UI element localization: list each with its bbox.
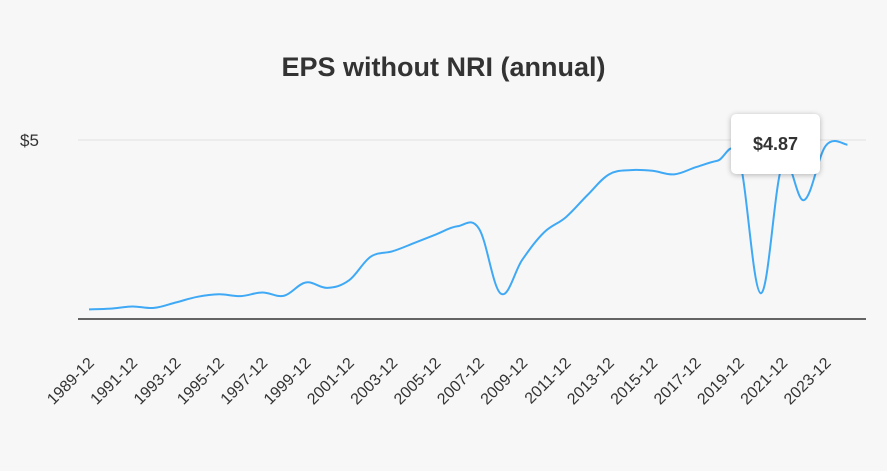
data-point-2006-12[interactable] (455, 224, 460, 229)
x-tick-label: 2003-12 (348, 355, 402, 409)
x-tick-label: 1991-12 (88, 355, 142, 409)
data-point-2011-12[interactable] (563, 215, 568, 220)
data-point-1993-12[interactable] (173, 300, 178, 305)
data-point-1998-12[interactable] (282, 293, 287, 298)
x-tick-label: 1997-12 (218, 355, 272, 409)
data-point-1992-12[interactable] (152, 305, 157, 310)
data-point-2009-12[interactable] (520, 257, 525, 262)
x-tick-label: 2023-12 (781, 355, 835, 409)
data-point-2024-12[interactable] (845, 142, 850, 147)
x-tick-label: 2017-12 (651, 355, 705, 409)
data-point-2020-12[interactable] (758, 291, 763, 296)
data-point-2017-12[interactable] (693, 165, 698, 170)
data-point-1989-12[interactable] (87, 307, 92, 312)
data-point-1994-12[interactable] (195, 294, 200, 299)
data-point-2003-12[interactable] (390, 249, 395, 254)
data-point-2012-12[interactable] (585, 193, 590, 198)
data-point-2023-12[interactable] (823, 143, 828, 148)
x-tick-label: 2007-12 (434, 355, 488, 409)
data-point-1999-12[interactable] (303, 280, 308, 285)
data-point-2010-12[interactable] (542, 230, 547, 235)
data-point-2014-12[interactable] (628, 168, 633, 173)
y-tick-label: $5 (20, 131, 39, 150)
value-tooltip: $4.87 (731, 114, 820, 174)
x-tick-label: 1993-12 (131, 355, 185, 409)
x-tick-label: 2019-12 (694, 355, 748, 409)
data-point-1996-12[interactable] (238, 294, 243, 299)
data-point-2018-12[interactable] (715, 158, 720, 163)
data-point-2022-12[interactable] (802, 198, 807, 203)
data-point-2016-12[interactable] (672, 172, 677, 177)
data-point-2001-12[interactable] (347, 278, 352, 283)
data-point-1991-12[interactable] (130, 304, 135, 309)
x-tick-label: 1995-12 (174, 355, 228, 409)
data-point-2002-12[interactable] (368, 254, 373, 259)
x-tick-label: 2015-12 (608, 355, 662, 409)
x-tick-label: 2001-12 (304, 355, 358, 409)
data-point-1990-12[interactable] (108, 306, 113, 311)
x-tick-label: 2013-12 (564, 355, 618, 409)
chart-title: EPS without NRI (annual) (281, 52, 606, 82)
data-point-2005-12[interactable] (433, 232, 438, 237)
data-point-2015-12[interactable] (650, 168, 655, 173)
data-point-2008-12[interactable] (498, 291, 503, 296)
data-point-2000-12[interactable] (325, 285, 330, 290)
data-point-1997-12[interactable] (260, 290, 265, 295)
data-point-2013-12[interactable] (607, 172, 612, 177)
x-tick-label: 2005-12 (391, 355, 445, 409)
data-point-1995-12[interactable] (217, 292, 222, 297)
x-tick-label: 2009-12 (478, 355, 532, 409)
x-tick-label: 1989-12 (44, 355, 98, 409)
x-tick-label: 1999-12 (261, 355, 315, 409)
data-point-2007-12[interactable] (477, 226, 482, 231)
data-point-2004-12[interactable] (412, 241, 417, 246)
x-tick-label: 2021-12 (738, 355, 792, 409)
